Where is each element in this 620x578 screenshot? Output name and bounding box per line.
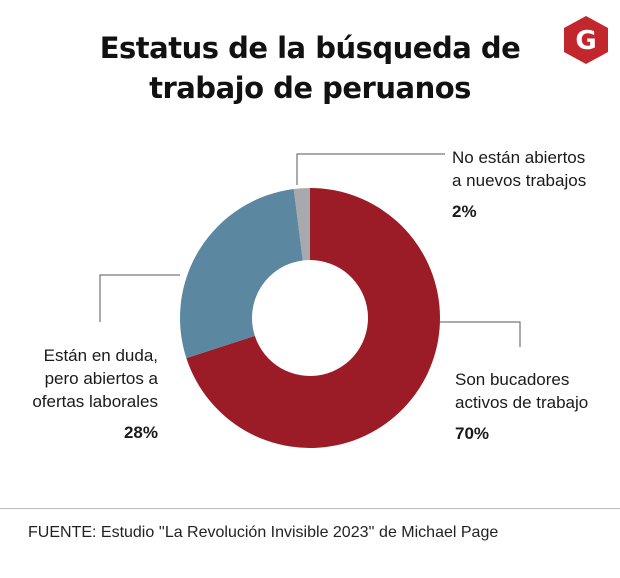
logo-hexagon bbox=[564, 16, 608, 64]
slice-no-abiertos bbox=[293, 188, 310, 261]
label-en-duda-line-2: pero abiertos a bbox=[44, 369, 158, 388]
label-en-duda-value: 28% bbox=[123, 423, 158, 442]
label-en-duda-line-1: Están en duda, bbox=[43, 346, 158, 365]
chart-title: Estatus de la búsqueda de trabajo de per… bbox=[0, 28, 620, 108]
label-no-abiertos-line-2: a nuevos trabajos bbox=[452, 171, 587, 190]
leader-line-no-abiertos bbox=[296, 153, 445, 185]
donut-chart bbox=[99, 153, 521, 448]
chart-title-line-1: Estatus de la búsqueda de bbox=[99, 31, 521, 65]
label-activos-line-1: Son bucadores bbox=[455, 370, 570, 389]
leader-line-activos bbox=[440, 321, 521, 347]
donut-slices bbox=[180, 188, 440, 448]
label-activos-value: 70% bbox=[455, 424, 490, 443]
label-no-abiertos-line-1: No están abiertos bbox=[452, 148, 586, 167]
chart-title-line-2: trabajo de peruanos bbox=[149, 71, 471, 105]
label-en-duda-line-3: ofertas laborales bbox=[32, 392, 158, 411]
label-no-abiertos: No están abiertos a nuevos trabajos 2% bbox=[452, 146, 586, 223]
label-no-abiertos-value: 2% bbox=[452, 202, 477, 221]
g-hexagon-logo-icon: G bbox=[564, 16, 608, 64]
source-note: FUENTE: Estudio ''La Revolución Invisibl… bbox=[28, 524, 499, 541]
label-activos-line-2: activos de trabajo bbox=[455, 393, 589, 412]
leader-line-en-duda bbox=[99, 274, 180, 322]
slice-activos bbox=[186, 188, 440, 448]
slice-en-duda bbox=[180, 189, 303, 359]
logo-letter: G bbox=[575, 26, 596, 56]
leader-lines bbox=[99, 153, 521, 347]
label-activos: Son bucadores activos de trabajo 70% bbox=[455, 368, 588, 445]
label-en-duda: Están en duda, pero abiertos a ofertas l… bbox=[8, 344, 158, 444]
footer-divider bbox=[0, 508, 620, 509]
